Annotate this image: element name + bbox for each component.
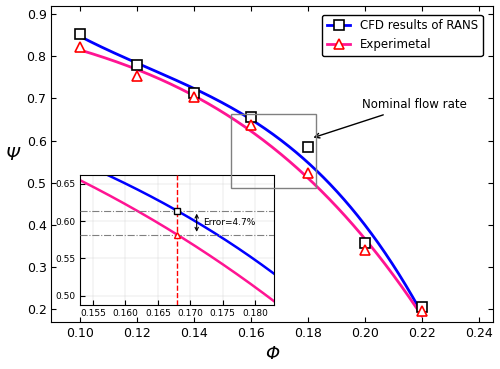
X-axis label: Φ: Φ [265,345,280,363]
Y-axis label: Ψ: Ψ [6,146,20,164]
Legend: CFD results of RANS, Experimetal: CFD results of RANS, Experimetal [322,15,482,56]
Bar [231,114,316,188]
Text: Nominal flow rate: Nominal flow rate [315,98,467,138]
